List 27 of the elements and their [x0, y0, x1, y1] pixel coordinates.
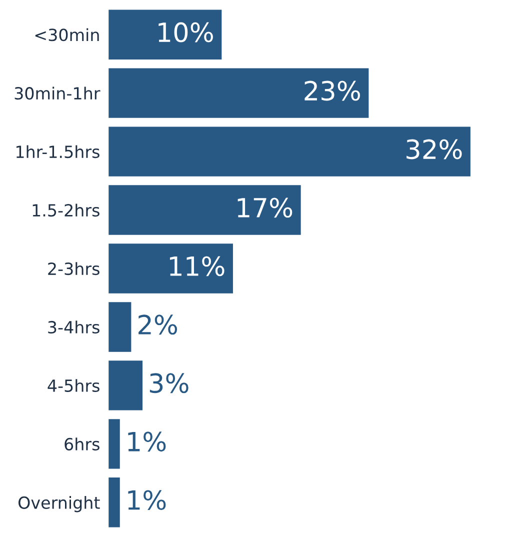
- data-label: 17%: [238, 198, 292, 218]
- data-label: 1%: [128, 432, 166, 452]
- data-label: 3%: [150, 373, 188, 394]
- bar: [108, 244, 233, 294]
- data-label: 10%: [158, 22, 213, 42]
- bar: [108, 68, 369, 118]
- bar: [108, 126, 470, 176]
- data-label: 23%: [304, 80, 360, 101]
- y-tick-label: 2-3hrs: [48, 262, 100, 276]
- y-tick-label: <30min: [35, 28, 99, 42]
- y-tick-label: 3-4hrs: [48, 320, 100, 334]
- y-tick-label: 1hr-1.5hrs: [16, 145, 100, 158]
- bar: [108, 419, 120, 469]
- y-tick-label: 6hrs: [64, 438, 100, 450]
- bar: [108, 302, 132, 352]
- y-tick-label: 1.5-2hrs: [32, 204, 100, 217]
- data-label: 1%: [128, 490, 166, 510]
- bar: [108, 10, 222, 60]
- y-tick-label: 30min-1hr: [14, 86, 100, 100]
- bar: [108, 185, 301, 235]
- data-label: 11%: [170, 256, 224, 276]
- y-tick-label: 4-5hrs: [48, 379, 100, 392]
- data-label: 2%: [138, 314, 178, 335]
- bar: [108, 478, 120, 528]
- bar: [108, 360, 142, 410]
- y-tick-label: Overnight: [18, 496, 100, 512]
- data-label: 32%: [406, 139, 462, 160]
